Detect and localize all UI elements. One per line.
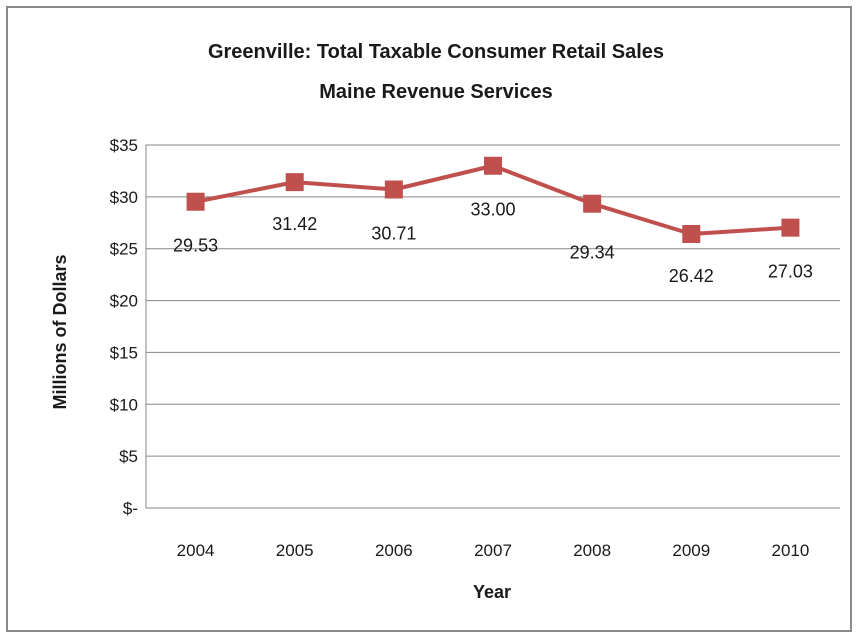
x-tick-label: 2010 [772, 541, 810, 560]
gridlines [145, 144, 840, 509]
y-tick-label: $15 [110, 343, 138, 362]
data-labels: 29.53 31.42 30.71 33.00 29.34 26.42 27.03 [173, 200, 813, 286]
data-label-2005: 31.42 [272, 214, 317, 234]
data-point-2010 [781, 218, 800, 237]
y-tick-label: $10 [110, 395, 138, 414]
x-axis-ticks: 2004 2005 2006 2007 2008 2009 2010 [177, 541, 810, 560]
x-tick-label: 2004 [177, 541, 215, 560]
y-axis-ticks: $- $5 $10 $15 $20 $25 $30 $35 [110, 136, 138, 518]
x-tick-label: 2005 [276, 541, 314, 560]
x-tick-label: 2007 [474, 541, 512, 560]
data-point-2007 [484, 156, 502, 175]
chart-title: Greenville: Total Taxable Consumer Retai… [208, 41, 664, 63]
data-point-2009 [682, 224, 701, 243]
data-label-2010: 27.03 [768, 262, 813, 282]
chart-frame: Greenville: Total Taxable Consumer Retai… [6, 6, 852, 632]
data-label-2009: 26.42 [669, 266, 714, 286]
x-tick-label: 2008 [573, 541, 611, 560]
x-tick-label: 2006 [375, 541, 413, 560]
data-point-2008 [583, 194, 602, 213]
data-label-2008: 29.34 [570, 243, 615, 263]
data-label-2004: 29.53 [173, 236, 218, 256]
data-point-2006 [384, 180, 403, 199]
y-tick-label: $20 [110, 292, 138, 311]
data-label-2006: 30.71 [371, 223, 416, 243]
y-tick-label: $- [123, 499, 138, 518]
y-axis-title: Millions of Dollars [50, 254, 70, 409]
data-point-2004 [186, 192, 205, 211]
line-chart: Greenville: Total Taxable Consumer Retai… [50, 41, 840, 602]
x-axis-title: Year [473, 582, 511, 602]
y-tick-label: $35 [110, 136, 138, 155]
data-label-2007: 33.00 [470, 200, 515, 220]
y-tick-label: $25 [110, 240, 138, 259]
data-markers [186, 156, 800, 243]
chart-subtitle: Maine Revenue Services [319, 81, 552, 103]
y-tick-label: $5 [119, 447, 138, 466]
y-tick-label: $30 [110, 188, 138, 207]
data-point-2005 [285, 173, 304, 192]
x-tick-label: 2009 [672, 541, 710, 560]
